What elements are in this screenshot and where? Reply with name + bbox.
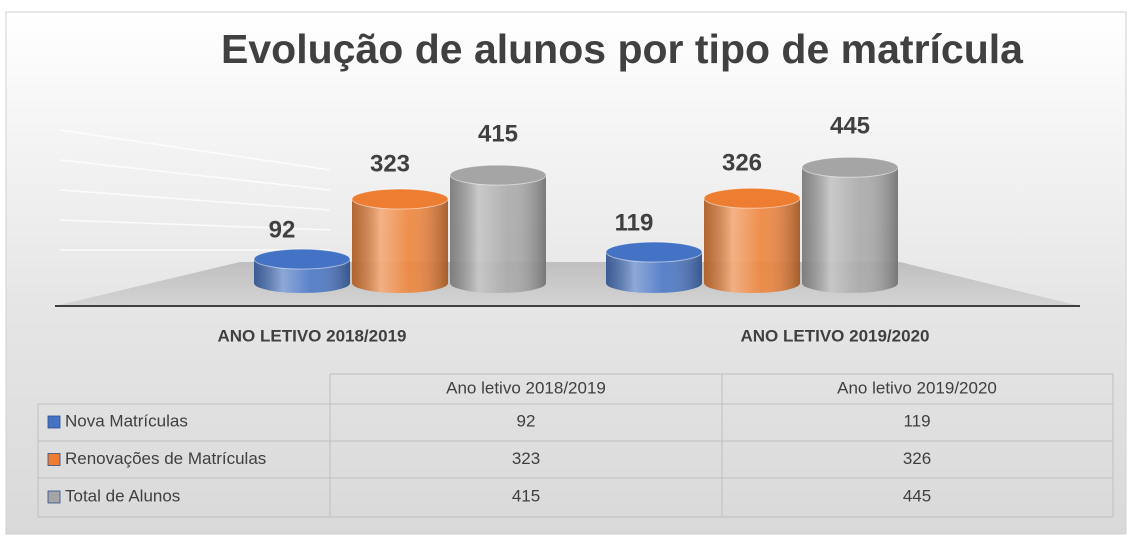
data-label: 445	[830, 113, 870, 140]
cylinder-top	[253, 248, 351, 270]
table-header: Ano letivo 2019/2020	[837, 378, 997, 397]
table-value: 323	[512, 449, 540, 468]
data-label: 326	[722, 150, 762, 177]
x-tick-label: Ano letivo 2019/2020	[741, 326, 930, 345]
data-label: 323	[370, 150, 410, 177]
table-value: 415	[512, 486, 540, 505]
legend-label: Nova Matrículas	[65, 411, 188, 430]
cylinder-top	[703, 187, 801, 209]
cylinder-shade	[606, 252, 702, 293]
table-value: 445	[903, 486, 931, 505]
cylinder-top	[801, 156, 899, 178]
legend-label: Renovações de Matrículas	[65, 449, 266, 468]
table-value: 92	[517, 411, 536, 430]
cylinder-top	[605, 241, 703, 263]
table-grid	[37, 373, 1114, 518]
data-label: 92	[269, 216, 296, 243]
data-label: 415	[478, 120, 518, 147]
legend-swatch	[47, 453, 61, 466]
data-label: 119	[615, 209, 654, 236]
cylinder-top	[351, 188, 449, 210]
legend-swatch	[47, 415, 61, 429]
table-value: 326	[903, 449, 931, 468]
cylinder-shade	[704, 198, 800, 293]
legend-label: Total de Alunos	[65, 486, 180, 505]
cylinder-shade	[802, 167, 898, 293]
legend-swatch	[47, 490, 61, 504]
cylinder-shade	[352, 199, 448, 293]
table-header: Ano letivo 2018/2019	[446, 378, 606, 397]
table-value: 119	[903, 411, 930, 430]
chart-title: Evolução de alunos por tipo de matrícula	[221, 26, 1024, 72]
x-tick-label: Ano letivo 2018/2019	[218, 326, 407, 345]
cylinder-top	[449, 164, 547, 186]
cylinder-shade	[450, 175, 546, 293]
